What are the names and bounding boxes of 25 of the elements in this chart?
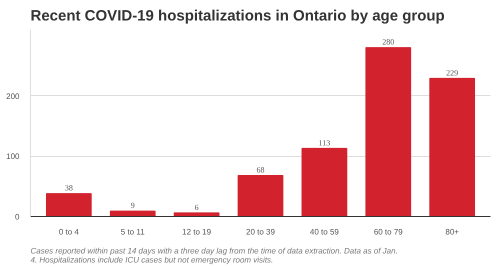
x-tick-label: 12 to 19 <box>182 228 212 236</box>
data-label: 6 <box>194 202 199 212</box>
bar <box>429 78 476 216</box>
x-tick-label: 60 to 79 <box>374 228 404 236</box>
x-tick-label: 5 to 11 <box>120 228 146 236</box>
bar <box>46 193 92 216</box>
x-tick-label: 0 to 4 <box>58 228 80 236</box>
text: Cases reported within past 14 days with a three day lag from the time of data extraction. Data as of Jan. 4. Hospitalizations include ICU cases but not emergency room visits. <box>30 246 398 264</box>
bar <box>302 148 348 216</box>
data-label: 68 <box>256 165 264 174</box>
bar <box>110 210 156 216</box>
bar <box>365 47 412 216</box>
data-label: 113 <box>318 138 330 148</box>
data-label: 9 <box>130 201 135 210</box>
y-tick-label: 200 <box>6 92 20 101</box>
chart-title: Recent COVID-19 hospitalizations in Ontario by age group <box>30 8 445 24</box>
y-tick-label: 100 <box>6 152 20 162</box>
bar <box>238 174 284 216</box>
data-label: 38 <box>64 184 73 193</box>
x-tick-label: 80+ <box>445 228 460 236</box>
x-tick-label: 20 to 39 <box>246 228 276 236</box>
data-label: 229 <box>446 68 458 78</box>
x-tick-label: 40 to 59 <box>310 228 340 236</box>
y-tick-label: 0 <box>15 212 20 222</box>
data-label: 280 <box>382 38 394 47</box>
